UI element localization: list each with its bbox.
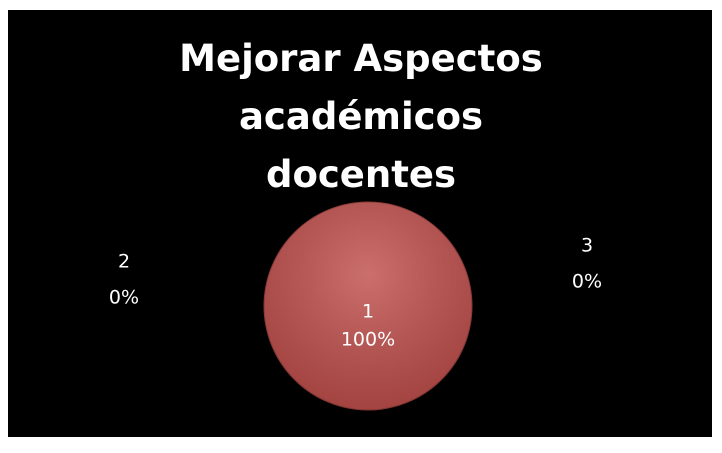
category-label: 2	[118, 251, 130, 273]
category-label: 1	[362, 301, 374, 323]
value-label: 100%	[341, 329, 395, 351]
category-label: 3	[581, 235, 593, 257]
value-label: 0%	[109, 287, 139, 309]
value-label: 0%	[572, 271, 602, 293]
chart-title: Mejorar Aspectos académicos docentes	[179, 37, 543, 196]
